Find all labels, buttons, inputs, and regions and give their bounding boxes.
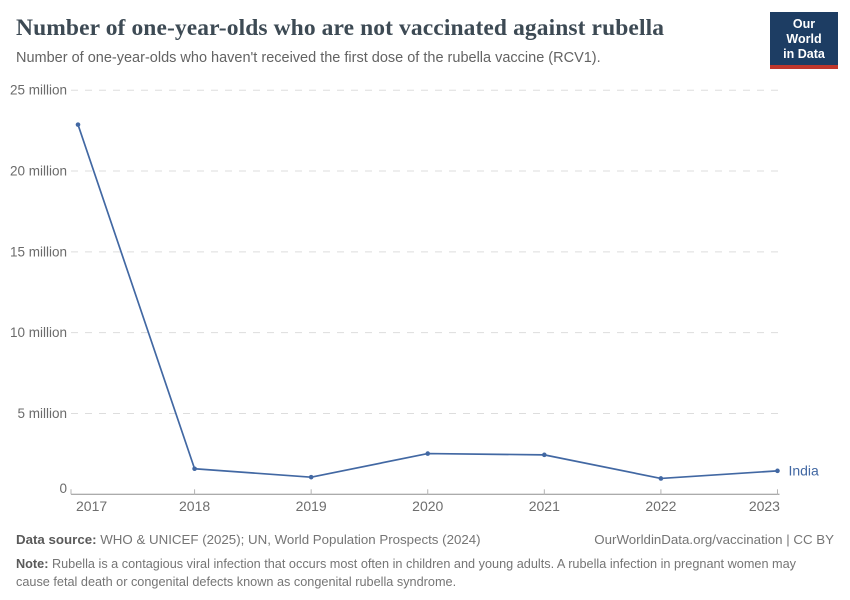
x-axis-tick-label: 2022 [645,498,676,514]
data-source-label: Data source: [16,532,97,547]
chart-subtitle: Number of one-year-olds who haven't rece… [16,50,601,67]
x-axis-tick-label: 2021 [529,498,560,514]
chart-footer: Data source: WHO & UNICEF (2025); UN, Wo… [16,531,834,592]
owid-attribution-link[interactable]: OurWorldinData.org/vaccination | CC BY [594,532,834,547]
chart-header: Number of one-year-olds who are not vacc… [16,14,754,68]
data-source-text: WHO & UNICEF (2025); UN, World Populatio… [96,532,481,547]
y-axis-tick-label: 0 [59,481,67,496]
data-source: Data source: WHO & UNICEF (2025); UN, Wo… [16,531,481,549]
owid-logo: Our World in Data [770,12,838,69]
data-line-india [77,123,779,480]
data-point [658,476,664,481]
y-axis-tick-label: 10 million [10,325,67,340]
x-axis-tick-label: 2017 [76,498,107,514]
x-axis-tick-label: 2019 [296,498,327,514]
page-title: Number of one-year-olds who are not vacc… [16,15,665,41]
y-axis-tick-label: 20 million [10,164,67,179]
owid-logo-line2: in Data [783,47,825,61]
data-point [192,466,197,472]
data-point [308,474,314,480]
data-point [425,451,431,456]
x-axis-tick-label: 2023 [749,498,780,514]
owid-logo-line1: Our World [786,17,822,46]
data-point [75,122,81,127]
y-axis-tick-label: 5 million [17,406,67,421]
x-axis-tick-label: 2020 [412,498,443,514]
chart-note: Note: Rubella is a contagious viral infe… [16,555,832,592]
data-point [775,468,780,474]
note-label: Note: [16,556,49,571]
y-axis-tick-label: 15 million [10,244,67,259]
data-point [542,452,547,458]
series-end-label: India [788,462,819,478]
x-axis-tick-label: 2018 [179,498,210,514]
note-text: Rubella is a contagious viral infection … [16,556,797,590]
y-axis-tick-label: 25 million [10,83,67,98]
